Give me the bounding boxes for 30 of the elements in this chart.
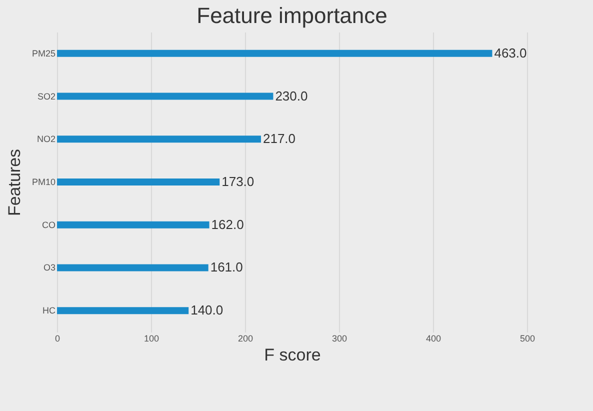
data-label: 162.0 xyxy=(211,216,244,232)
data-label: 463.0 xyxy=(494,45,527,60)
data-label: 173.0 xyxy=(222,174,254,189)
y-tick-label: NO2 xyxy=(36,134,56,144)
bar xyxy=(57,264,208,272)
y-axis-title: Features xyxy=(4,148,24,216)
data-label: 230.0 xyxy=(275,88,308,104)
data-label: 217.0 xyxy=(262,131,296,146)
x-tick-label: 500 xyxy=(520,334,536,344)
x-tick-label: 200 xyxy=(238,334,254,344)
bar xyxy=(57,136,261,143)
data-label: 140.0 xyxy=(190,302,224,318)
y-tick-label: O3 xyxy=(43,262,56,273)
y-tick-label: PM25 xyxy=(32,48,56,58)
x-tick-label: 400 xyxy=(426,334,442,344)
data-label: 161.0 xyxy=(210,260,243,275)
bar xyxy=(57,50,492,57)
x-tick-label: 0 xyxy=(54,334,60,344)
bar xyxy=(57,307,189,314)
y-tick-label: CO xyxy=(42,220,56,230)
y-tick-label: SO2 xyxy=(37,91,56,102)
bar xyxy=(57,221,210,228)
bar xyxy=(57,178,220,186)
bar xyxy=(57,92,274,100)
chart-title: Feature importance xyxy=(196,3,388,28)
y-tick-label: HC xyxy=(42,306,56,316)
x-tick-label: 100 xyxy=(144,334,160,344)
x-axis-title: F score xyxy=(264,346,321,364)
y-tick-label: PM10 xyxy=(32,177,56,187)
x-tick-label: 300 xyxy=(332,334,348,344)
